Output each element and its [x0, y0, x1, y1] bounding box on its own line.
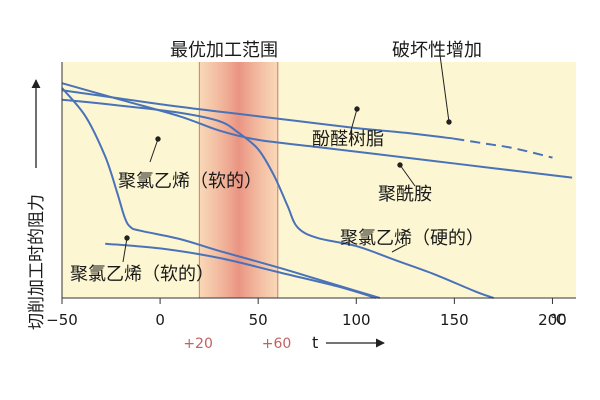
label-polyamide: 聚酰胺 [378, 184, 432, 205]
phenolic-resin-line [61, 89, 455, 140]
pvc-rigid-line [61, 98, 494, 299]
optimal-range-end-label: +60 [262, 336, 292, 352]
x-tick-label: 200 [538, 311, 567, 329]
phenolic-resin-dashed-line [454, 137, 553, 159]
x-axis-label: t [312, 333, 318, 352]
x-tick-label: 50 [249, 311, 268, 329]
lower-curve-line [105, 242, 377, 299]
x-axis-unit: ℃ [550, 312, 566, 328]
y-axis-label: 切削加工时的阻力 [27, 194, 47, 330]
label-pvc-angled: 聚氯乙烯（软的） [118, 171, 262, 192]
x-tick-label: −50 [46, 311, 78, 329]
label-pvc-rigid: 聚氯乙烯（硬的） [340, 228, 484, 249]
leader-lines [122, 54, 452, 263]
x-tick-label: 0 [155, 311, 165, 329]
title-optimal-range: 最优加工范围 [170, 40, 278, 61]
x-tick-label: 100 [342, 311, 371, 329]
annotation-damage-increase: 破坏性增加 [392, 40, 482, 61]
optimal-range-start-label: +20 [183, 336, 213, 352]
label-phenolic-resin: 酚醛树脂 [312, 129, 384, 150]
optimal-range-band [199, 62, 278, 298]
x-tick-label: 150 [440, 311, 469, 329]
plot-area [62, 62, 576, 298]
label-pvc-soft: 聚氯乙烯（软的） [70, 264, 214, 285]
pvc-soft-line [61, 87, 381, 299]
